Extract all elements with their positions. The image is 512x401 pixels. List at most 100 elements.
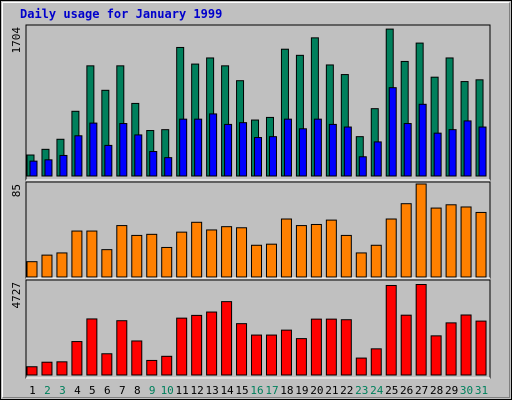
files-bar xyxy=(59,154,68,177)
day-label: 7 xyxy=(119,384,126,397)
kbytes-bar xyxy=(251,334,263,376)
files-bar xyxy=(119,123,128,177)
files-bar xyxy=(418,103,427,177)
files-bar xyxy=(239,122,248,177)
pages-bar xyxy=(280,218,292,278)
files-bar xyxy=(44,159,53,177)
kbytes-bar xyxy=(101,353,113,376)
kbytes-bar xyxy=(206,311,218,376)
files-bar xyxy=(164,157,173,177)
day-label: 12 xyxy=(191,384,204,397)
day-label: 13 xyxy=(205,384,218,397)
kbytes-bar xyxy=(116,320,128,376)
kbytes-bar xyxy=(310,318,322,376)
bottom-ymax-label: 4727 xyxy=(10,282,23,309)
kbytes-bar xyxy=(430,335,442,376)
kbytes-bar xyxy=(295,338,307,376)
day-label: 17 xyxy=(265,384,278,397)
day-label: 8 xyxy=(134,384,141,397)
day-label: 18 xyxy=(280,384,293,397)
day-label: 11 xyxy=(176,384,189,397)
files-bar xyxy=(29,160,38,177)
day-label: 5 xyxy=(89,384,96,397)
kbytes-bar xyxy=(460,314,472,376)
pages-bar xyxy=(26,261,38,278)
pages-bar xyxy=(325,219,337,278)
kbytes-bar xyxy=(370,348,382,376)
day-label: 24 xyxy=(370,384,384,397)
pages-bar xyxy=(101,249,113,278)
day-label: 27 xyxy=(415,384,428,397)
files-bar xyxy=(224,123,233,177)
kbytes-bar xyxy=(56,361,68,376)
pages-bar xyxy=(191,221,203,278)
kbytes-bar xyxy=(280,329,292,376)
day-label: 31 xyxy=(475,384,488,397)
files-bar xyxy=(209,113,218,177)
day-label: 23 xyxy=(355,384,368,397)
files-bar xyxy=(194,118,203,177)
pages-bar xyxy=(71,230,83,278)
kbytes-bar xyxy=(385,284,397,376)
kbytes-bar xyxy=(340,319,352,376)
kbytes-bar xyxy=(41,361,53,376)
files-bar xyxy=(283,118,292,177)
kbytes-bar xyxy=(221,301,233,376)
day-label: 26 xyxy=(400,384,413,397)
pages-bar xyxy=(41,254,53,278)
kbytes-bar xyxy=(415,283,427,376)
pages-bar xyxy=(221,226,233,278)
kbytes-bar xyxy=(355,357,367,376)
kbytes-bar xyxy=(176,317,188,376)
pages-bar xyxy=(146,233,158,278)
files-bar xyxy=(268,136,277,177)
top-ymax-label: 1704 xyxy=(10,27,23,54)
day-label: 15 xyxy=(235,384,248,397)
day-label: 10 xyxy=(161,384,174,397)
files-bar xyxy=(179,118,188,177)
pages-bar xyxy=(56,252,68,278)
files-bar xyxy=(149,151,158,177)
pages-bar xyxy=(310,223,322,278)
day-label: 16 xyxy=(250,384,263,397)
kbytes-bar xyxy=(86,318,98,376)
middle-ymax-label: 85 xyxy=(10,184,23,197)
files-bar xyxy=(74,135,83,177)
pages-bar xyxy=(355,252,367,278)
files-bar xyxy=(433,132,442,177)
pages-bar xyxy=(400,203,412,278)
pages-bar xyxy=(370,244,382,278)
pages-bar xyxy=(295,225,307,278)
pages-bar xyxy=(415,183,427,278)
kbytes-bar xyxy=(400,314,412,376)
day-label: 25 xyxy=(385,384,398,397)
files-bar xyxy=(388,87,397,177)
pages-bar xyxy=(236,227,248,278)
day-label: 29 xyxy=(445,384,458,397)
pages-bar xyxy=(206,229,218,278)
files-bar xyxy=(343,126,352,177)
files-bar xyxy=(254,137,263,177)
pages-bar xyxy=(460,206,472,278)
pages-bar xyxy=(430,207,442,278)
kbytes-bar xyxy=(161,355,173,376)
chart-title: Daily usage for January 1999 xyxy=(20,7,223,21)
pages-bar xyxy=(385,218,397,278)
day-label: 1 xyxy=(29,384,36,397)
kbytes-bar xyxy=(71,341,83,376)
files-bar xyxy=(328,123,337,177)
day-label: 6 xyxy=(104,384,111,397)
pages-bar xyxy=(86,230,98,278)
files-bar xyxy=(134,134,143,177)
files-bar xyxy=(313,118,322,177)
kbytes-bar xyxy=(475,320,487,376)
files-bar xyxy=(403,123,412,177)
pages-bar xyxy=(265,243,277,278)
day-label: 9 xyxy=(149,384,156,397)
pages-bar xyxy=(475,211,487,278)
day-label: 19 xyxy=(295,384,308,397)
pages-bar xyxy=(340,234,352,278)
day-label: 2 xyxy=(44,384,51,397)
